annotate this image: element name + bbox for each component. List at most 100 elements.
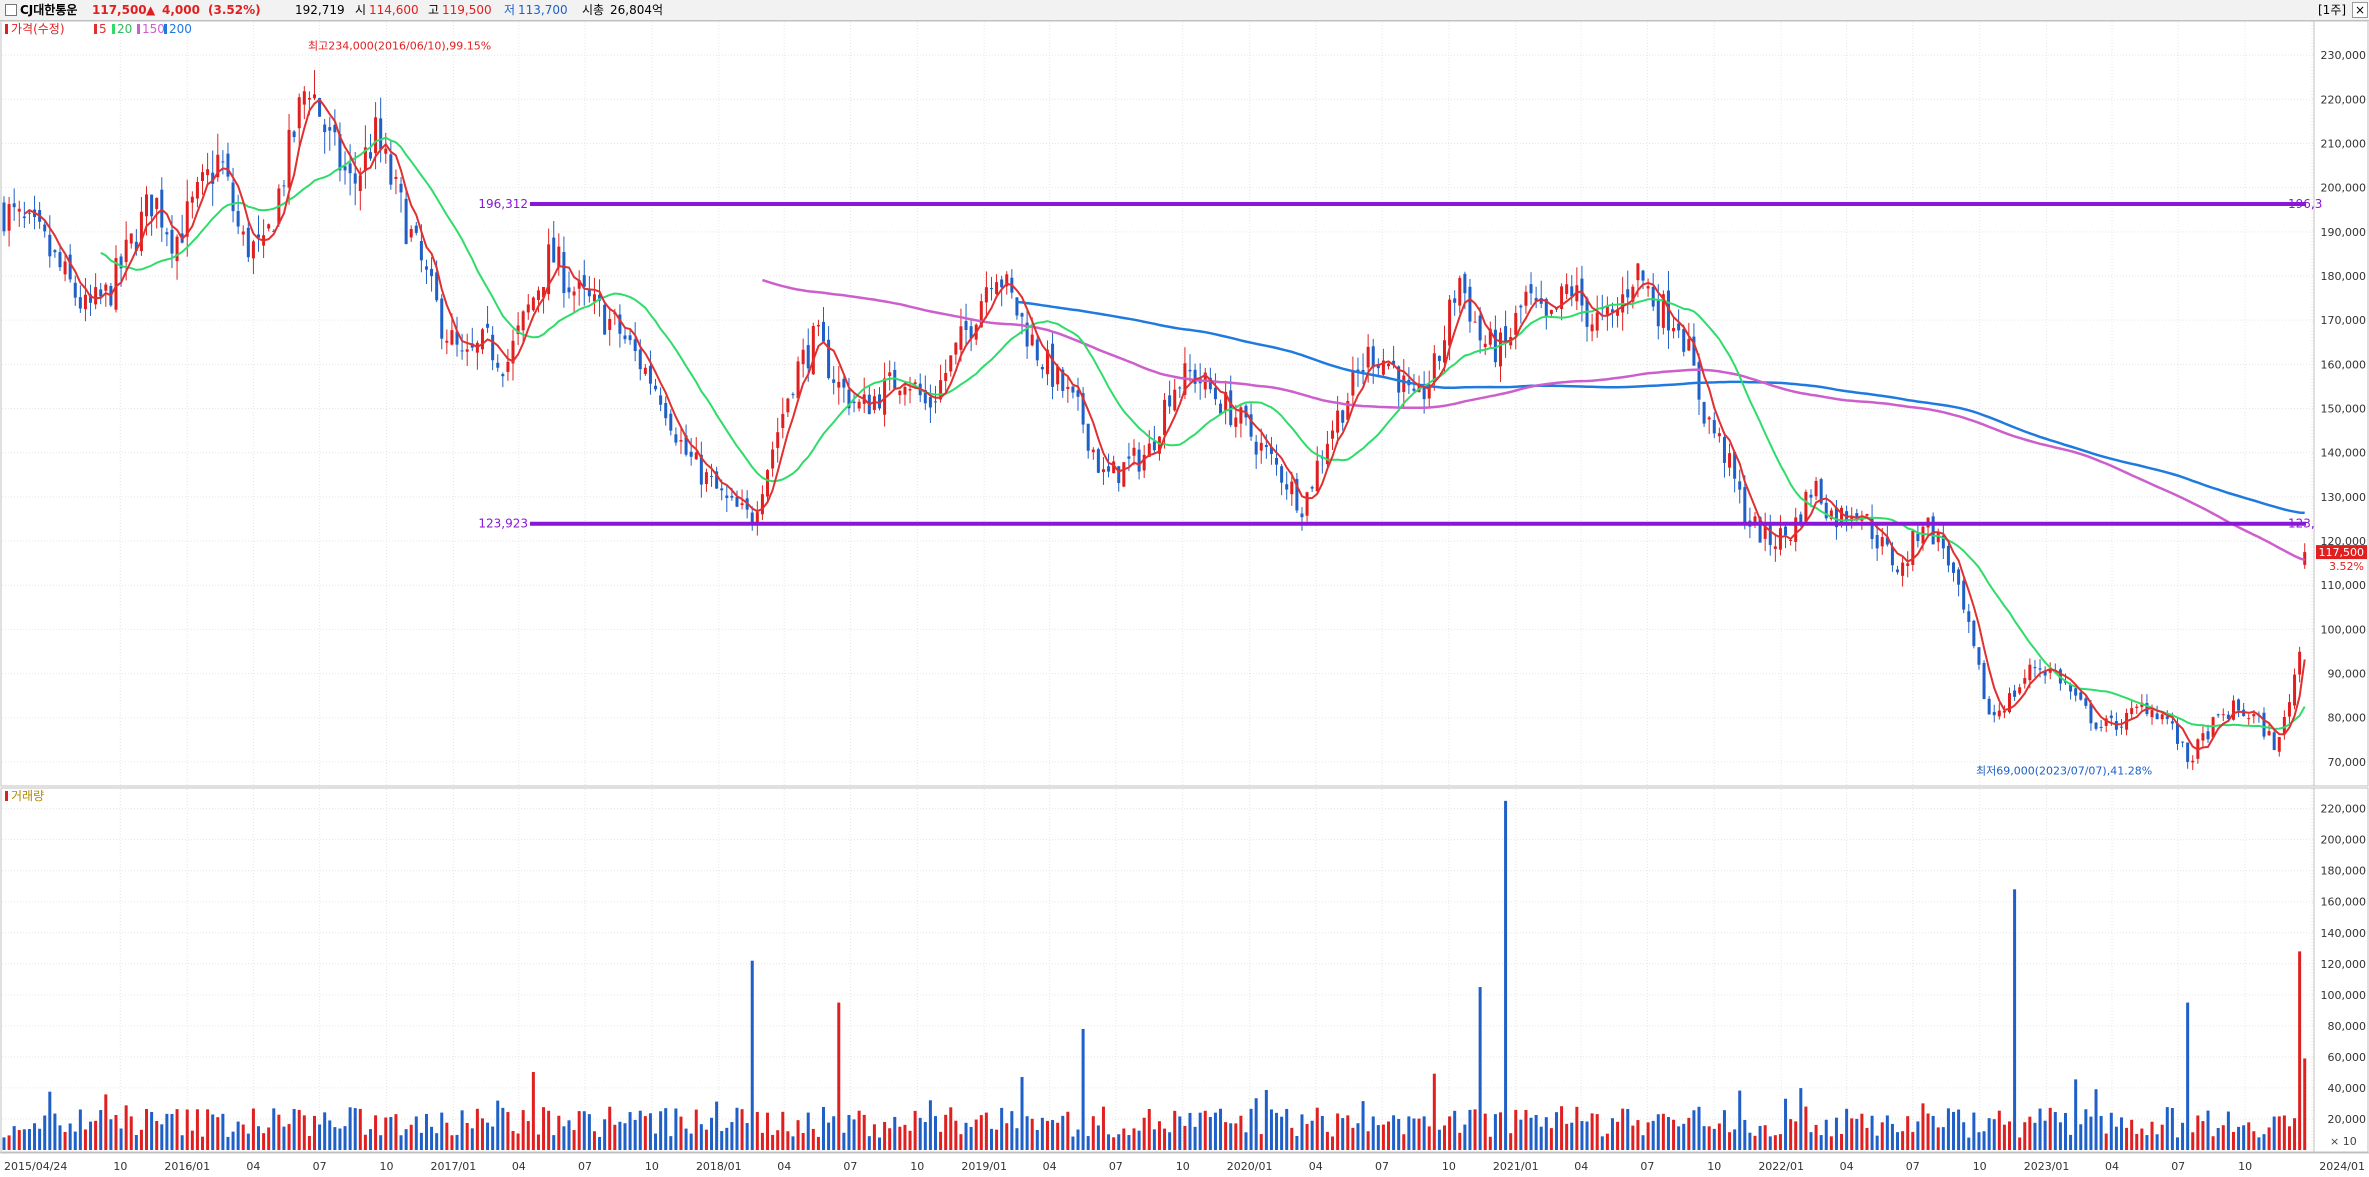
volume-bar <box>2069 1134 2073 1150</box>
candle-body <box>2191 760 2195 763</box>
candle-body <box>806 345 810 369</box>
candle-body <box>1987 698 1991 715</box>
volume-bar <box>542 1107 546 1150</box>
candle-body <box>1285 484 1289 490</box>
volume-bar <box>119 1128 123 1150</box>
candle-body <box>827 339 831 379</box>
volume-bar <box>1641 1135 1645 1150</box>
volume-tick-label: 40,000 <box>2328 1082 2367 1095</box>
date-tick-label: 07 <box>2171 1160 2185 1173</box>
period-button[interactable]: [1주] <box>2318 3 2347 17</box>
volume-bar <box>598 1136 602 1150</box>
candle-body <box>353 173 357 184</box>
volume-bar <box>53 1113 57 1150</box>
candle-body <box>1045 349 1049 375</box>
volume-bar <box>1504 800 1508 1150</box>
candle-body <box>1437 355 1441 361</box>
volume-bar <box>918 1117 922 1150</box>
price-tick-label: 230,000 <box>2321 49 2367 62</box>
volume-bar <box>2140 1128 2144 1150</box>
volume-bar <box>1804 1106 1808 1150</box>
volume-bar <box>1198 1112 1202 1150</box>
volume-bar <box>659 1111 663 1150</box>
volume-bar <box>1860 1113 1864 1150</box>
volume-bar <box>684 1128 688 1150</box>
volume-bar <box>1733 1129 1737 1150</box>
candle-body <box>1534 298 1538 301</box>
candle-body <box>1560 286 1564 309</box>
candle-body <box>1066 386 1070 390</box>
candle-body <box>414 225 418 233</box>
candle-body <box>318 97 322 117</box>
volume-bar <box>1977 1132 1981 1150</box>
candle-body <box>1432 353 1436 383</box>
candle-body <box>552 237 556 263</box>
volume-bar <box>99 1110 103 1150</box>
volume-tick-label: 100,000 <box>2321 989 2367 1002</box>
candle-body <box>1361 369 1365 372</box>
candle-body <box>89 294 93 303</box>
candle-body <box>1916 533 1920 542</box>
candle-body <box>1412 388 1416 391</box>
candle-body <box>2074 688 2078 696</box>
date-tick-label: 2018/01 <box>696 1160 742 1173</box>
candle-body <box>2201 733 2205 741</box>
volume-bar <box>603 1119 607 1150</box>
volume-bar <box>1911 1132 1915 1150</box>
volume-bar <box>78 1109 82 1150</box>
volume-bar <box>7 1135 11 1150</box>
select-checkbox[interactable] <box>5 4 17 16</box>
candle-body <box>1610 309 1614 313</box>
volume-bar <box>1621 1108 1625 1150</box>
current-pct-tag-text: 3.52% <box>2329 560 2364 573</box>
date-tick-label: 04 <box>1840 1160 1854 1173</box>
candle-body <box>2303 552 2307 565</box>
candle-body <box>465 349 469 352</box>
volume-bar <box>1188 1112 1192 1150</box>
candle-body <box>1371 346 1375 368</box>
candle-body <box>536 290 540 300</box>
volume-bar <box>1580 1121 1584 1150</box>
volume-bar <box>674 1108 678 1150</box>
candle-body <box>908 389 912 391</box>
volume-bar <box>1030 1118 1034 1150</box>
volume-bar <box>1112 1137 1116 1150</box>
candle-body <box>511 340 515 364</box>
candle-body <box>246 227 250 258</box>
candle-body <box>1768 522 1772 545</box>
candle-body <box>1239 407 1243 424</box>
volume-bars <box>2 800 2307 1150</box>
volume-bar <box>109 1119 113 1150</box>
stock-chart: 196,312 196,3 123,923 123, 70,000 80,000 9… <box>0 20 2369 1173</box>
volume-bar <box>1722 1110 1726 1150</box>
candle-body <box>694 452 698 460</box>
volume-bar <box>1656 1114 1660 1150</box>
volume-bar <box>837 1002 841 1150</box>
candle-body <box>1819 479 1823 504</box>
candle-body <box>2002 711 2006 713</box>
volume-bar <box>969 1126 973 1150</box>
price-tick-label: 150,000 <box>2321 403 2367 416</box>
volume-bar <box>776 1130 780 1150</box>
volume-bar <box>2094 1089 2098 1150</box>
candle-body <box>2008 693 2012 713</box>
price-tick-label: 160,000 <box>2321 358 2367 371</box>
volume-bar <box>470 1128 474 1150</box>
volume-bar <box>129 1116 133 1150</box>
candle-body <box>684 435 688 455</box>
candle-body <box>1997 710 2001 717</box>
volume-bar <box>1610 1118 1614 1150</box>
close-button[interactable]: × <box>2352 2 2369 18</box>
candle-body <box>1453 298 1457 303</box>
price-legend: 가격(수정) 5 20 150 200 <box>5 22 192 36</box>
candle-body <box>363 147 367 171</box>
volume-bar <box>1590 1113 1594 1150</box>
volume-bar <box>1921 1103 1925 1150</box>
volume-bar <box>241 1124 245 1150</box>
volume-bar <box>1936 1127 1940 1150</box>
candle-body <box>1081 393 1085 425</box>
volume-bar <box>1799 1088 1803 1150</box>
candle-body <box>592 294 596 302</box>
volume-bar <box>883 1121 887 1150</box>
volume-bar <box>465 1122 469 1150</box>
